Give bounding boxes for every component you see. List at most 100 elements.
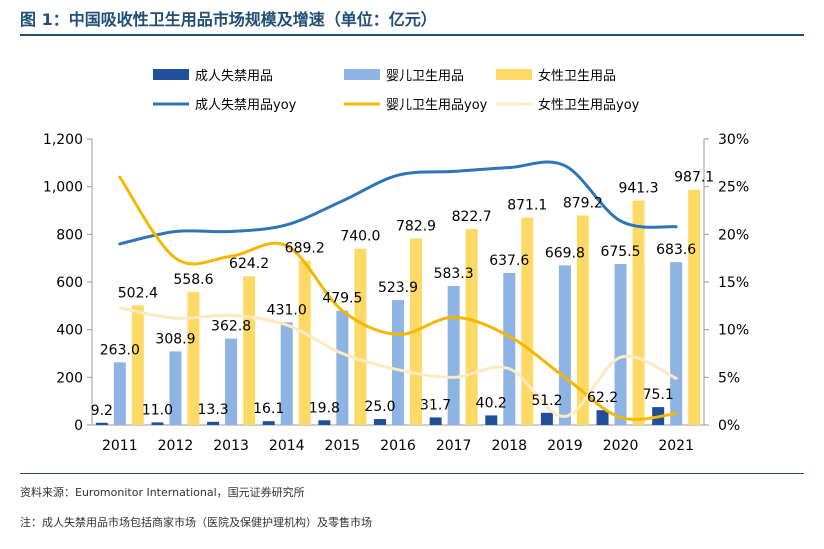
data-label: 822.7 — [452, 209, 492, 225]
bar — [576, 215, 589, 425]
data-label: 40.2 — [476, 395, 507, 411]
data-label: 683.6 — [656, 242, 696, 258]
footer-divider — [20, 473, 804, 474]
data-label: 16.1 — [253, 401, 284, 417]
legend-label: 婴儿卫生用品 — [386, 69, 464, 84]
data-label: 871.1 — [507, 197, 547, 213]
bar — [262, 421, 275, 425]
y-left-tick-label: 800 — [56, 227, 83, 243]
legend-label: 女性卫生用品 — [538, 68, 616, 84]
data-label: 669.8 — [545, 245, 585, 261]
y-right-tick-label: 0% — [718, 418, 740, 434]
legend-swatch — [344, 69, 380, 80]
data-label: 523.9 — [378, 280, 418, 296]
x-tick-label: 2012 — [158, 438, 194, 454]
footnote: 注：成人失禁用品市场包括商家市场（医院及保健护理机构）及零售市场 — [20, 516, 372, 529]
y-right-tick-label: 25% — [718, 180, 749, 196]
title-divider — [20, 34, 804, 36]
data-labels: 9.2 11.0 13.3 16.1 19.8 25.0 31.7 40.2 51.2 62.2 7… — [91, 170, 715, 419]
bar — [95, 422, 108, 425]
y-left-tick-label: 1,000 — [43, 180, 83, 196]
bar — [131, 305, 144, 425]
y-right-tick-label: 5% — [718, 370, 740, 386]
data-label: 624.2 — [229, 256, 269, 272]
y-left-tick-label: 1,200 — [43, 132, 83, 148]
legend-label: 女性卫生用品yoy — [538, 97, 640, 113]
source-note: 资料来源：Euromonitor International，国元证券研究所 — [20, 486, 305, 499]
bar — [225, 338, 238, 425]
legend-label: 成人失禁用品yoy — [195, 98, 297, 113]
bar — [187, 291, 200, 425]
bar-series — [95, 189, 701, 425]
x-tick-label: 2019 — [547, 438, 583, 454]
x-tick-label: 2016 — [380, 438, 416, 454]
bar — [336, 310, 349, 425]
y-left-tick-label: 600 — [56, 275, 83, 291]
bar — [318, 420, 331, 425]
data-label: 479.5 — [322, 291, 362, 307]
bar — [485, 415, 498, 425]
line-series — [118, 160, 678, 421]
data-label: 558.6 — [173, 272, 213, 288]
y-right-tick-label: 20% — [718, 227, 749, 243]
data-label: 308.9 — [155, 331, 195, 347]
bar — [243, 276, 256, 425]
bar — [374, 419, 386, 425]
bar — [298, 260, 311, 425]
x-tick-label: 2013 — [213, 438, 249, 454]
x-tick-label: 2011 — [102, 438, 138, 454]
data-label: 75.1 — [643, 387, 674, 403]
bar — [280, 322, 293, 425]
y-left-tick-label: 0 — [74, 418, 83, 434]
bar — [392, 300, 404, 425]
bar — [596, 410, 609, 425]
bar — [354, 248, 367, 425]
x-tick-label: 2017 — [436, 438, 472, 454]
bar — [113, 362, 126, 425]
yoy-line — [118, 175, 678, 421]
data-label: 941.3 — [618, 181, 658, 197]
bar — [207, 421, 220, 425]
bar — [558, 265, 571, 425]
data-label: 689.2 — [285, 241, 325, 257]
data-label: 987.1 — [674, 170, 714, 186]
y-left-tick-label: 400 — [56, 323, 83, 339]
legend-label: 婴儿卫生用品yoy — [386, 98, 488, 113]
data-label: 782.9 — [396, 218, 436, 234]
y-left-tick-label: 200 — [56, 370, 83, 386]
yoy-line — [118, 306, 678, 418]
data-label: 362.8 — [211, 319, 251, 335]
x-tick-label: 2014 — [269, 438, 305, 454]
data-label: 675.5 — [600, 244, 640, 260]
legend-label: 成人失禁用品 — [195, 69, 273, 84]
x-tick-label: 2018 — [491, 438, 527, 454]
data-label: 637.6 — [489, 253, 529, 269]
data-label: 11.0 — [142, 402, 173, 418]
data-label: 19.8 — [309, 400, 340, 416]
data-label: 583.3 — [434, 266, 474, 282]
legend-swatch — [153, 69, 189, 80]
bar — [614, 264, 627, 425]
bar — [447, 285, 460, 425]
data-label: 31.7 — [420, 397, 451, 413]
data-label: 740.0 — [340, 229, 380, 245]
chart-title: 图 1：中国吸收性卫生用品市场规模及增速（单位：亿元） — [20, 10, 437, 29]
bar — [632, 200, 645, 425]
bar — [151, 422, 164, 425]
yoy-line — [118, 160, 678, 246]
data-label: 9.2 — [91, 403, 113, 419]
x-tick-label: 2020 — [603, 438, 639, 454]
bar — [540, 412, 553, 425]
legend-swatch — [496, 69, 532, 80]
data-label: 879.2 — [563, 195, 603, 211]
y-right-tick-label: 30% — [718, 132, 749, 148]
y-right-tick-label: 10% — [718, 323, 749, 339]
data-label: 263.0 — [100, 342, 140, 358]
y-right-tick-label: 15% — [718, 275, 749, 291]
data-label: 51.2 — [531, 393, 562, 409]
chart-axes: 0 200 400 600 800 1,000 1,200 0% 5% 10% 15% 20% 25% 3… — [43, 132, 749, 454]
bar — [429, 417, 442, 425]
bar — [169, 351, 182, 425]
